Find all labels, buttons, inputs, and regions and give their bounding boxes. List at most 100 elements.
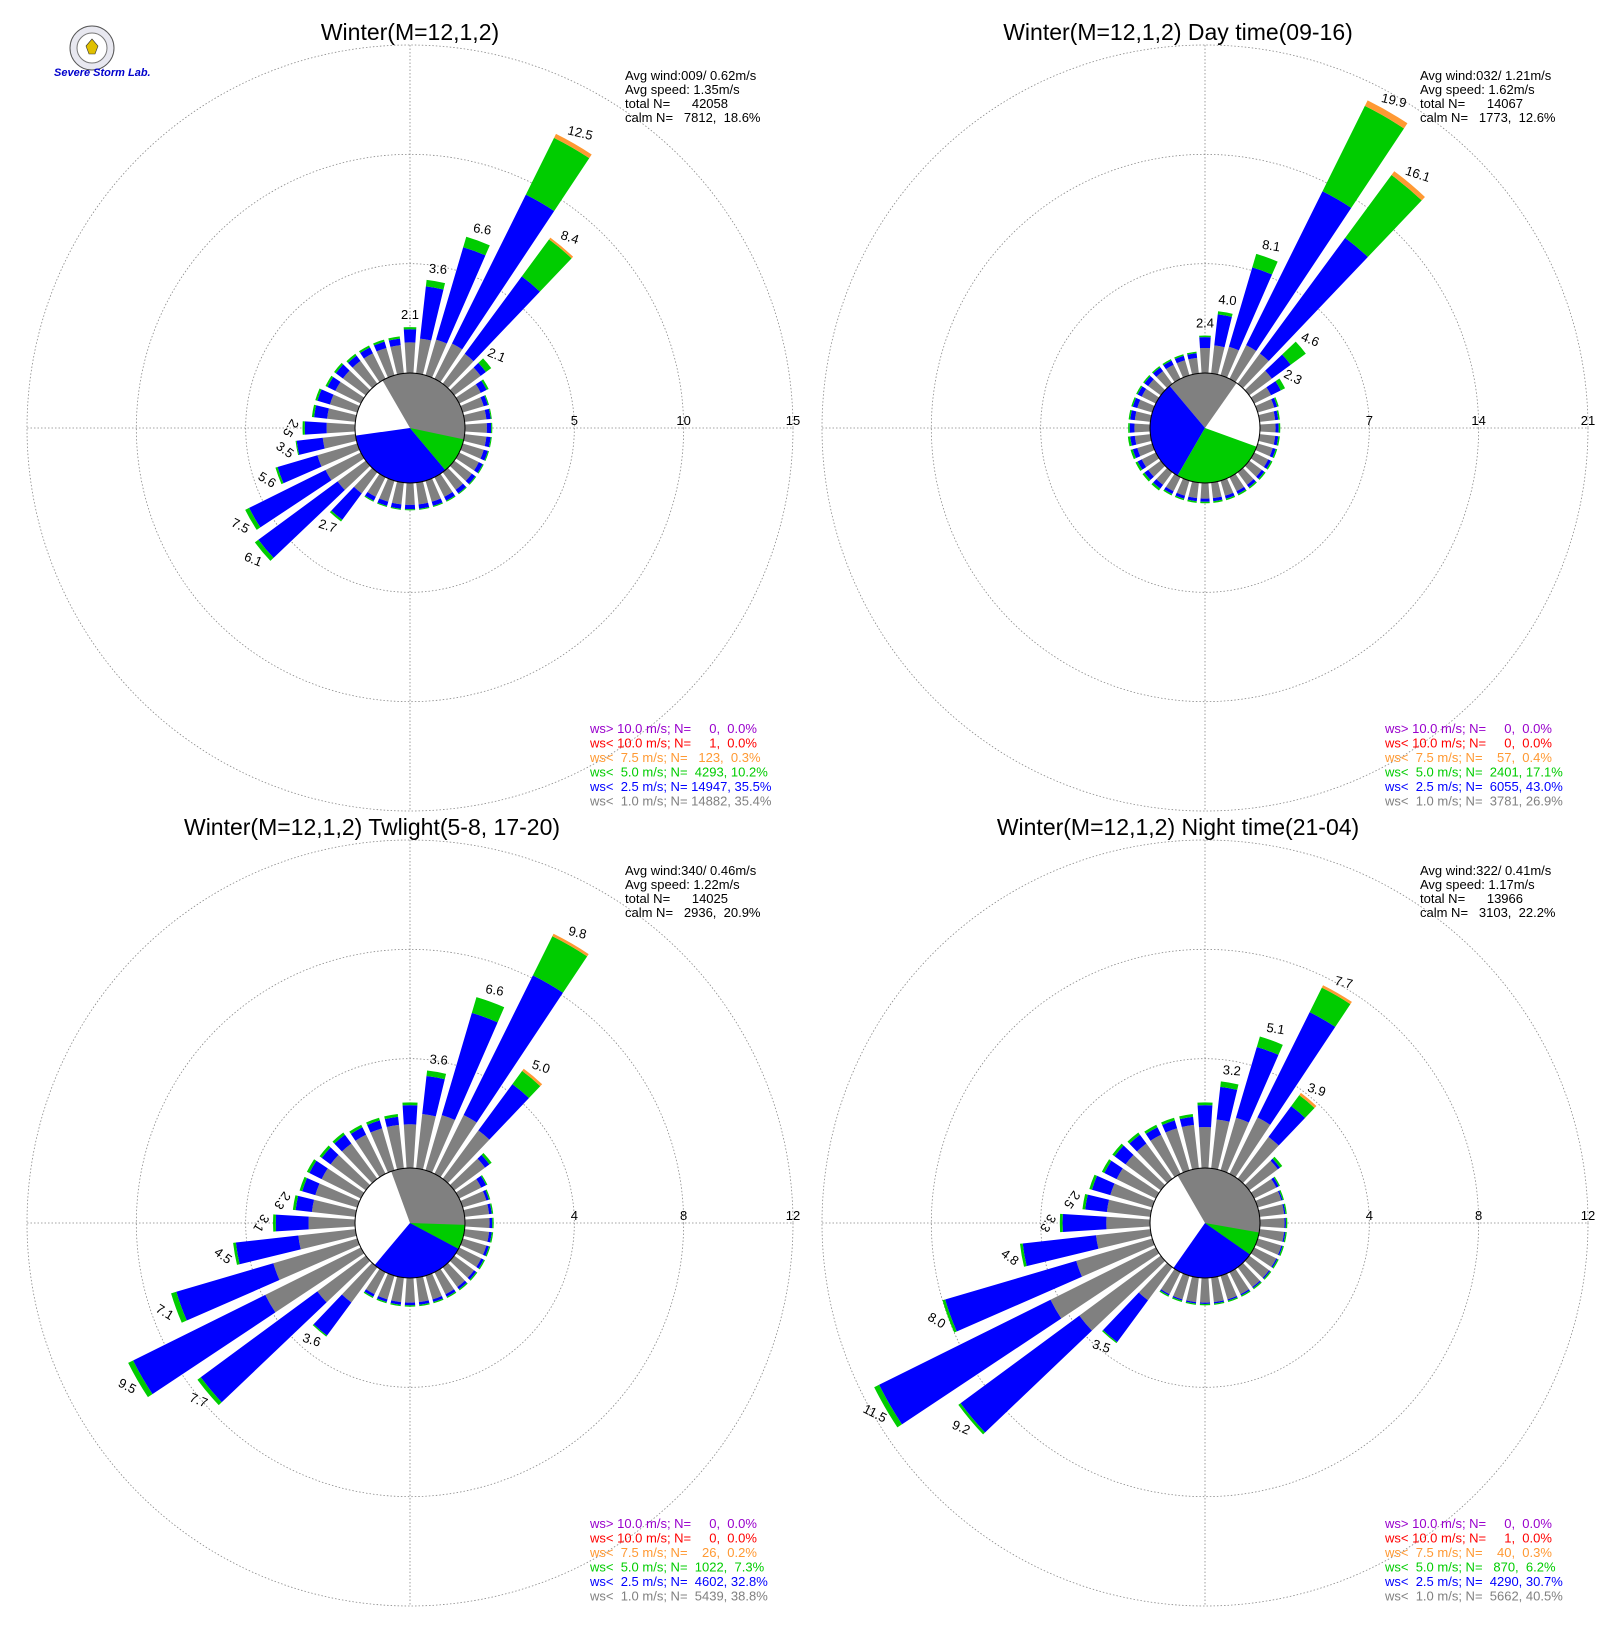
bar-segment [485,1189,491,1200]
bar-segment [1096,1229,1152,1249]
bar-segment [335,381,365,404]
bar-segment [463,409,487,422]
bar-segment [464,1218,490,1228]
bar-segment [474,462,483,473]
bar-segment [1110,1183,1155,1208]
bar-segment [1185,1300,1197,1304]
legend-entry: ws< 5.0 m/s; N= 870, 6.2% [1384,1560,1556,1575]
bar-segment [306,1159,317,1174]
bar-segment [425,478,441,502]
bar-segment [463,1229,490,1242]
legend-entry: ws< 7.5 m/s; N= 57, 0.4% [1384,750,1552,765]
bar-segment [1132,447,1141,459]
bar-segment [1364,100,1408,129]
bar-segment [386,1124,404,1170]
bar-segment [1082,1193,1088,1210]
bar-segment [1229,1268,1250,1295]
bar-segment [482,1190,489,1201]
bar-segment [327,376,341,391]
ring-tick-label: 14 [1471,413,1485,428]
bar-segment [377,1295,388,1302]
bar-segment [1211,1119,1230,1170]
bar-value-label: 19.9 [1380,90,1408,110]
legend-entry: ws< 10.0 m/s; N= 0, 0.0% [1384,736,1552,751]
bar-segment [1321,985,1352,1005]
bar-segment [390,345,404,375]
bar-value-label: 4.8 [998,1246,1021,1269]
bar-segment [377,502,388,507]
bar-segment [1101,1159,1112,1174]
bar-segment [1216,1086,1238,1122]
calm-wedge [374,1223,459,1278]
bar-segment [1220,346,1239,378]
bar-segment [1197,1105,1213,1128]
bar-segment [391,481,404,505]
bar-segment [1391,171,1425,201]
bar-segment [1079,1255,1166,1331]
bar-segment [315,1183,360,1208]
bar-segment [425,339,447,378]
bar-segment [960,1315,1092,1433]
bar-segment [337,460,371,491]
bar-value-label: 3.9 [1306,1080,1328,1100]
bar-segment [455,384,481,404]
bar-segment [404,1302,416,1306]
ring-tick-label: 4 [571,1208,578,1223]
bar-segment [176,1263,280,1321]
bar-segment [325,452,365,481]
bar-segment [489,1217,493,1229]
bar-segment [1163,489,1173,496]
bar-segment [313,1294,352,1336]
bar-segment [258,481,345,558]
bar-segment [1187,496,1198,502]
bar-segment [521,239,572,292]
bar-segment [317,443,360,467]
bar-segment [468,476,477,485]
bar-segment [331,486,362,520]
bar-segment [302,1178,320,1196]
ring-tick-label: 12 [786,1208,800,1223]
bar-segment [477,1154,490,1168]
bar-segment [1130,449,1136,460]
bar-value-label: 9.5 [116,1375,139,1397]
legend-entry: ws< 2.5 m/s; N= 4602, 32.8% [589,1574,768,1589]
bar-segment [490,1232,494,1243]
bar-segment [388,338,401,347]
bar-segment [1186,1276,1199,1303]
legend-entry: ws< 5.0 m/s; N= 4293, 10.2% [589,765,768,780]
bar-segment [1187,499,1197,503]
bar-segment [1134,411,1152,422]
bar-segment [484,436,491,448]
calm-wedge [355,428,446,483]
bar-segment [373,339,385,346]
bar-segment [1240,1289,1250,1296]
bar-segment [455,452,479,471]
bar-segment [1229,345,1257,383]
calm-wedge [1173,1223,1251,1278]
grid-ring [821,44,1589,812]
ring-tick-label: 5 [571,413,578,428]
bar-segment [1141,388,1160,404]
bar-segment [471,997,505,1023]
bar-segment [436,247,486,344]
bar-segment [532,936,588,993]
bar-segment [365,1268,386,1295]
stats-line: calm N= 2936, 20.9% [625,905,761,920]
bar-segment [322,434,357,449]
bar-segment [1220,1081,1239,1090]
bar-segment [458,486,467,495]
bar-segment [425,1273,442,1300]
bar-segment [1163,360,1174,370]
bar-segment [1266,460,1273,470]
bar-segment [552,933,589,957]
bar-segment [1127,436,1132,447]
bar-segment [419,1303,430,1307]
bar-segment [442,1130,490,1184]
bar-segment [1153,479,1164,489]
bar-segment [444,492,455,501]
bar-segment [1181,1124,1199,1170]
bar-segment [463,975,563,1123]
bar-segment [1235,1046,1279,1123]
grid-ring [821,839,1589,1607]
bar-segment [341,1262,378,1303]
